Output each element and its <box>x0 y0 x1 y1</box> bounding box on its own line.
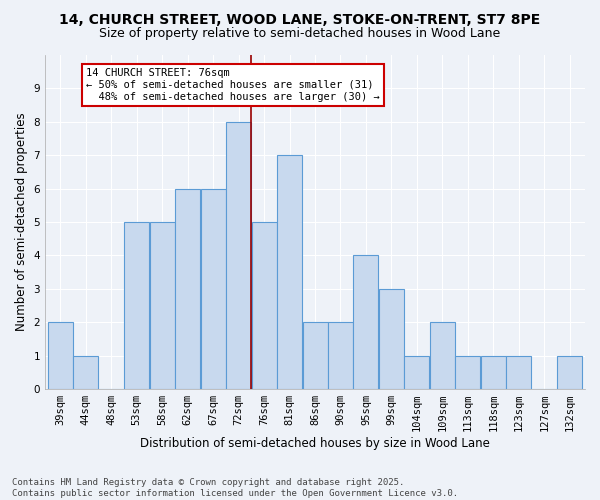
Text: 14 CHURCH STREET: 76sqm
← 50% of semi-detached houses are smaller (31)
  48% of : 14 CHURCH STREET: 76sqm ← 50% of semi-de… <box>86 68 380 102</box>
Bar <box>124 222 149 389</box>
Bar <box>302 322 328 389</box>
Bar <box>506 356 531 389</box>
Bar <box>73 356 98 389</box>
Y-axis label: Number of semi-detached properties: Number of semi-detached properties <box>15 112 28 332</box>
Bar <box>175 188 200 389</box>
Text: Size of property relative to semi-detached houses in Wood Lane: Size of property relative to semi-detach… <box>100 28 500 40</box>
Bar <box>455 356 481 389</box>
Bar <box>481 356 506 389</box>
Text: Contains HM Land Registry data © Crown copyright and database right 2025.
Contai: Contains HM Land Registry data © Crown c… <box>12 478 458 498</box>
Bar <box>48 322 73 389</box>
Bar <box>404 356 430 389</box>
Bar <box>200 188 226 389</box>
Bar <box>226 122 251 389</box>
Bar <box>557 356 582 389</box>
Bar <box>150 222 175 389</box>
Bar <box>251 222 277 389</box>
Bar <box>353 256 379 389</box>
Bar <box>379 289 404 389</box>
Bar <box>430 322 455 389</box>
Bar <box>277 155 302 389</box>
Bar <box>328 322 353 389</box>
Text: 14, CHURCH STREET, WOOD LANE, STOKE-ON-TRENT, ST7 8PE: 14, CHURCH STREET, WOOD LANE, STOKE-ON-T… <box>59 12 541 26</box>
X-axis label: Distribution of semi-detached houses by size in Wood Lane: Distribution of semi-detached houses by … <box>140 437 490 450</box>
